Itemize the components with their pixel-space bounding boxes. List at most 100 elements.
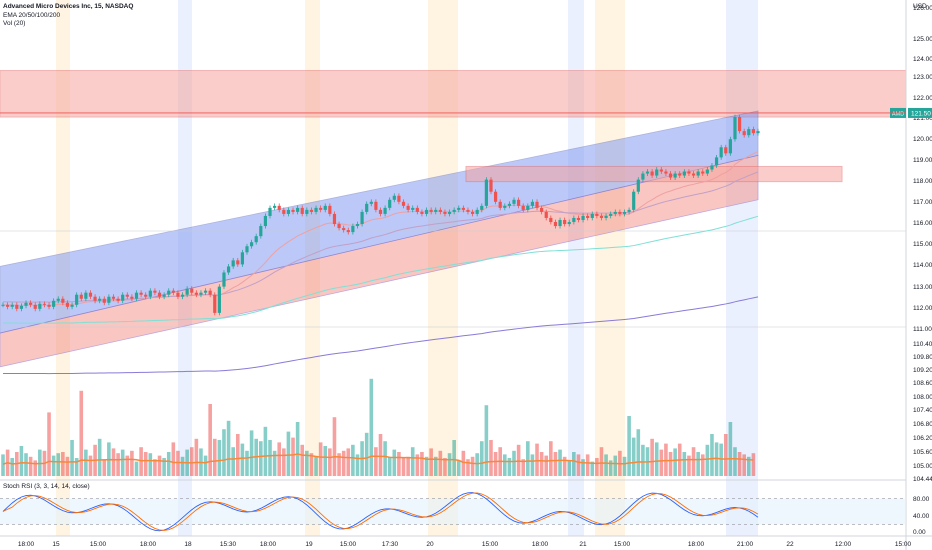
candle-body bbox=[148, 290, 152, 297]
volume-bar bbox=[742, 454, 746, 476]
candle-body bbox=[240, 252, 244, 265]
volume-bar bbox=[452, 440, 456, 476]
candle-body bbox=[102, 298, 106, 303]
volume-bar bbox=[374, 447, 378, 476]
candle-body bbox=[549, 217, 553, 223]
price-tick-label: 125.00 bbox=[913, 36, 932, 43]
candle-body bbox=[291, 209, 295, 212]
volume-bar bbox=[153, 459, 157, 476]
volume-bar bbox=[710, 434, 714, 476]
volume-bar bbox=[268, 440, 272, 476]
candle-body bbox=[512, 199, 516, 204]
candle-body bbox=[52, 300, 56, 307]
candle-body bbox=[116, 298, 120, 301]
volume-bar bbox=[355, 454, 360, 476]
candle-body bbox=[222, 272, 226, 287]
volume-bar bbox=[351, 444, 355, 476]
stoch-tick-label: 0.00 bbox=[913, 529, 926, 536]
volume-bar bbox=[475, 453, 479, 476]
candle-body bbox=[668, 173, 673, 178]
stoch-rsi-legend[interactable]: Stoch RSI (3, 3, 14, 14, close) bbox=[3, 483, 90, 490]
volume-bar bbox=[189, 447, 194, 476]
candle-body bbox=[157, 292, 162, 297]
volume-bar bbox=[10, 458, 15, 476]
volume-bar bbox=[650, 438, 654, 476]
candle-body bbox=[696, 171, 700, 176]
volume-bar bbox=[33, 460, 38, 476]
volume-bar bbox=[51, 455, 56, 476]
candle-body bbox=[452, 209, 456, 212]
candle-body bbox=[10, 304, 14, 307]
volume-bar bbox=[553, 452, 558, 476]
candle-body bbox=[424, 209, 429, 214]
candle-body bbox=[6, 304, 10, 307]
volume-bar bbox=[309, 453, 314, 476]
stoch-band bbox=[0, 498, 906, 525]
session-band bbox=[568, 0, 584, 536]
candle-body bbox=[360, 211, 364, 225]
volume-bar bbox=[341, 450, 346, 476]
time-tick-label: 15:00 bbox=[614, 541, 631, 548]
price-tick-label: 105.00 bbox=[913, 463, 932, 470]
candle-body bbox=[70, 304, 74, 307]
volume-bar bbox=[466, 459, 470, 476]
candle-body bbox=[544, 211, 548, 218]
candle-body bbox=[627, 209, 631, 212]
candle-body bbox=[199, 292, 203, 295]
volume-legend[interactable]: Vol (20) bbox=[3, 20, 26, 27]
time-tick-label: 21:00 bbox=[737, 541, 754, 548]
volume-bar bbox=[240, 443, 245, 476]
volume-bar bbox=[406, 456, 410, 476]
volume-bar bbox=[539, 452, 544, 476]
volume-bar bbox=[521, 459, 526, 476]
volume-bar bbox=[544, 455, 549, 476]
volume-bar bbox=[636, 429, 641, 476]
candle-body bbox=[93, 296, 97, 301]
time-tick-label: 21 bbox=[579, 541, 587, 548]
candle-body bbox=[678, 173, 682, 176]
volume-bar bbox=[608, 460, 613, 476]
volume-bar bbox=[226, 420, 231, 476]
candle-body bbox=[632, 191, 636, 210]
volume-bar bbox=[318, 442, 323, 476]
volume-bar bbox=[235, 434, 240, 476]
volume-bar bbox=[420, 452, 424, 476]
time-tick-label: 19 bbox=[305, 541, 313, 548]
candle-body bbox=[319, 207, 323, 210]
volume-bar bbox=[438, 450, 443, 476]
time-tick-label: 18:00 bbox=[18, 541, 35, 548]
price-tick-label: 104.44 bbox=[913, 476, 932, 483]
candle-body bbox=[645, 171, 650, 174]
volume-bar bbox=[576, 454, 581, 476]
volume-bar bbox=[259, 441, 263, 476]
candle-body bbox=[305, 209, 309, 214]
candle-body bbox=[429, 209, 433, 212]
price-tick-label: 107.40 bbox=[913, 407, 932, 414]
volume-bar bbox=[314, 456, 318, 476]
candle-body bbox=[190, 288, 194, 293]
volume-bar bbox=[222, 429, 226, 476]
volume-bar bbox=[723, 434, 728, 476]
candle-body bbox=[457, 207, 461, 210]
volume-bar bbox=[429, 448, 433, 476]
candle-body bbox=[604, 215, 608, 218]
candle-body bbox=[737, 116, 742, 132]
ema-legend[interactable]: EMA 20/50/100/200 bbox=[3, 12, 61, 19]
volume-bar bbox=[387, 456, 392, 476]
volume-bar bbox=[507, 458, 512, 476]
volume-bar bbox=[245, 450, 249, 476]
volume-bar bbox=[700, 454, 705, 476]
volume-bar bbox=[134, 461, 139, 476]
candle-body bbox=[213, 294, 217, 313]
volume-bar bbox=[295, 422, 300, 476]
candle-body bbox=[641, 173, 645, 180]
candle-body bbox=[388, 199, 392, 208]
volume-bar bbox=[631, 437, 636, 476]
candle-body bbox=[613, 211, 617, 214]
candle-body bbox=[470, 211, 475, 214]
volume-bar bbox=[203, 455, 208, 476]
volume-bar bbox=[682, 452, 687, 476]
symbol-title[interactable]: Advanced Micro Devices Inc, 15, NASDAQ bbox=[3, 3, 134, 10]
time-tick-label: 20 bbox=[426, 541, 434, 548]
